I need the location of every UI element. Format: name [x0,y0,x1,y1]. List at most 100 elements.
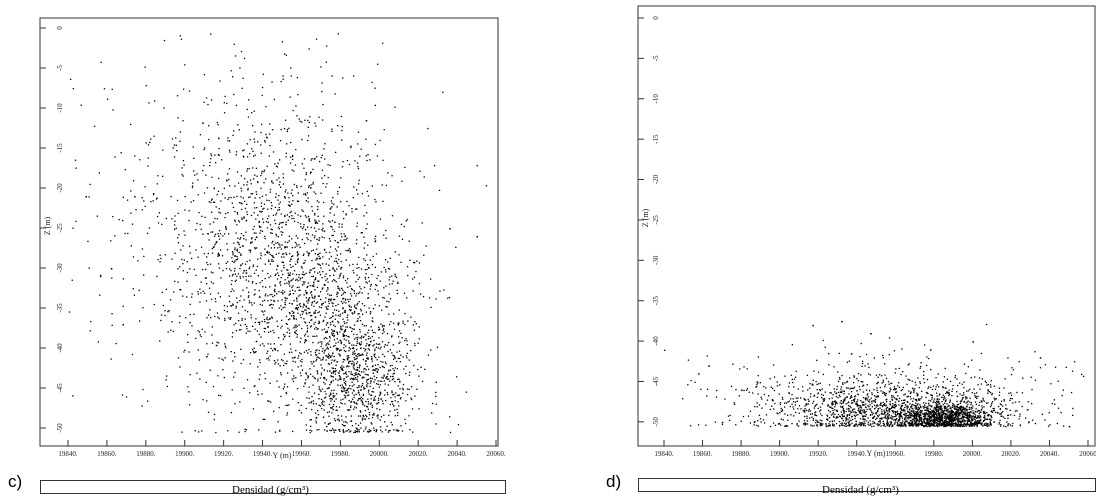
scatter-point [399,388,401,390]
scatter-point [883,392,886,394]
scatter-point [388,414,390,417]
scatter-point [211,252,214,254]
scatter-point [285,252,287,254]
scatter-point [945,387,947,389]
scatter-point [317,342,319,344]
scatter-point [284,301,286,303]
scatter-point [203,253,205,255]
scatter-point [727,415,730,417]
scatter-point [338,378,341,380]
x-tick-label: 19980. [331,450,351,458]
scatter-point [308,386,310,388]
scatter-point [322,103,324,106]
scatter-point [330,392,332,394]
scatter-point [833,420,836,422]
scatter-point [230,196,232,199]
scatter-point [892,410,894,412]
scatter-point [366,264,369,266]
scatter-point [349,326,351,328]
scatter-point [202,122,204,124]
scatter-point [923,415,925,418]
scatter-point [251,304,253,306]
scatter-point [103,88,106,90]
scatter-point [388,279,390,281]
scatter-point [388,430,390,432]
scatter-point [131,353,134,356]
scatter-point [394,367,396,369]
scatter-point [871,392,873,394]
scatter-point [267,326,269,328]
scatter-point [322,347,324,350]
scatter-point [247,330,249,332]
scatter-point [332,372,334,374]
scatter-point [357,376,359,378]
scatter-point [176,95,179,97]
scatter-point [238,431,240,433]
scatter-point [361,371,363,373]
scatter-point [843,412,845,414]
scatter-point [277,350,279,352]
scatter-point [369,403,372,405]
scatter-point [929,404,931,407]
scatter-point [360,354,362,356]
scatter-point [380,416,383,418]
scatter-point [374,304,376,306]
scatter-point [291,310,293,312]
scatter-point [355,362,358,365]
scatter-point [406,218,409,221]
scatter-point [318,263,320,266]
scatter-point [164,310,166,312]
scatter-point [358,370,361,372]
scatter-point [980,419,982,422]
scatter-point [963,415,965,418]
scatter-point [347,319,349,321]
scatter-point [317,414,320,416]
scatter-point [411,398,413,401]
scatter-point [307,302,309,304]
scatter-point [960,424,962,427]
scatter-point [227,140,229,142]
scatter-point [249,363,251,365]
scatter-point [282,231,284,234]
scatter-point [268,251,270,254]
scatter-point [967,424,969,426]
scatter-point [358,398,360,400]
scatter-point [999,425,1002,427]
scatter-point [901,417,904,419]
scatter-point [981,378,983,380]
scatter-point [320,390,322,393]
scatter-point [338,265,340,268]
scatter-point [316,200,318,202]
scatter-point [919,404,921,406]
y-tick-label: -45 [56,383,64,393]
scatter-point [254,321,256,324]
scatter-point [385,305,387,308]
scatter-point [398,336,400,338]
scatter-point [256,207,258,209]
scatter-point [385,429,387,431]
scatter-point [966,397,968,399]
scatter-point [887,412,889,414]
scatter-point [321,228,323,231]
scatter-point [1021,405,1023,408]
scatter-point [938,403,940,405]
scatter-point [333,334,336,337]
scatter-point [245,332,247,334]
scatter-point [367,358,369,360]
scatter-point [161,223,163,225]
scatter-point [348,350,350,352]
scatter-point [983,400,985,402]
scatter-point [243,217,245,219]
scatter-point [218,238,221,240]
scatter-point [284,303,286,305]
scatter-point [957,406,959,408]
scatter-point [877,395,880,397]
scatter-point [310,419,312,421]
scatter-point [282,75,284,77]
scatter-point [988,418,990,420]
scatter-point [889,404,891,406]
scatter-point [373,369,375,371]
scatter-point [313,392,316,394]
scatter-point [324,230,326,232]
scatter-point [983,412,985,414]
